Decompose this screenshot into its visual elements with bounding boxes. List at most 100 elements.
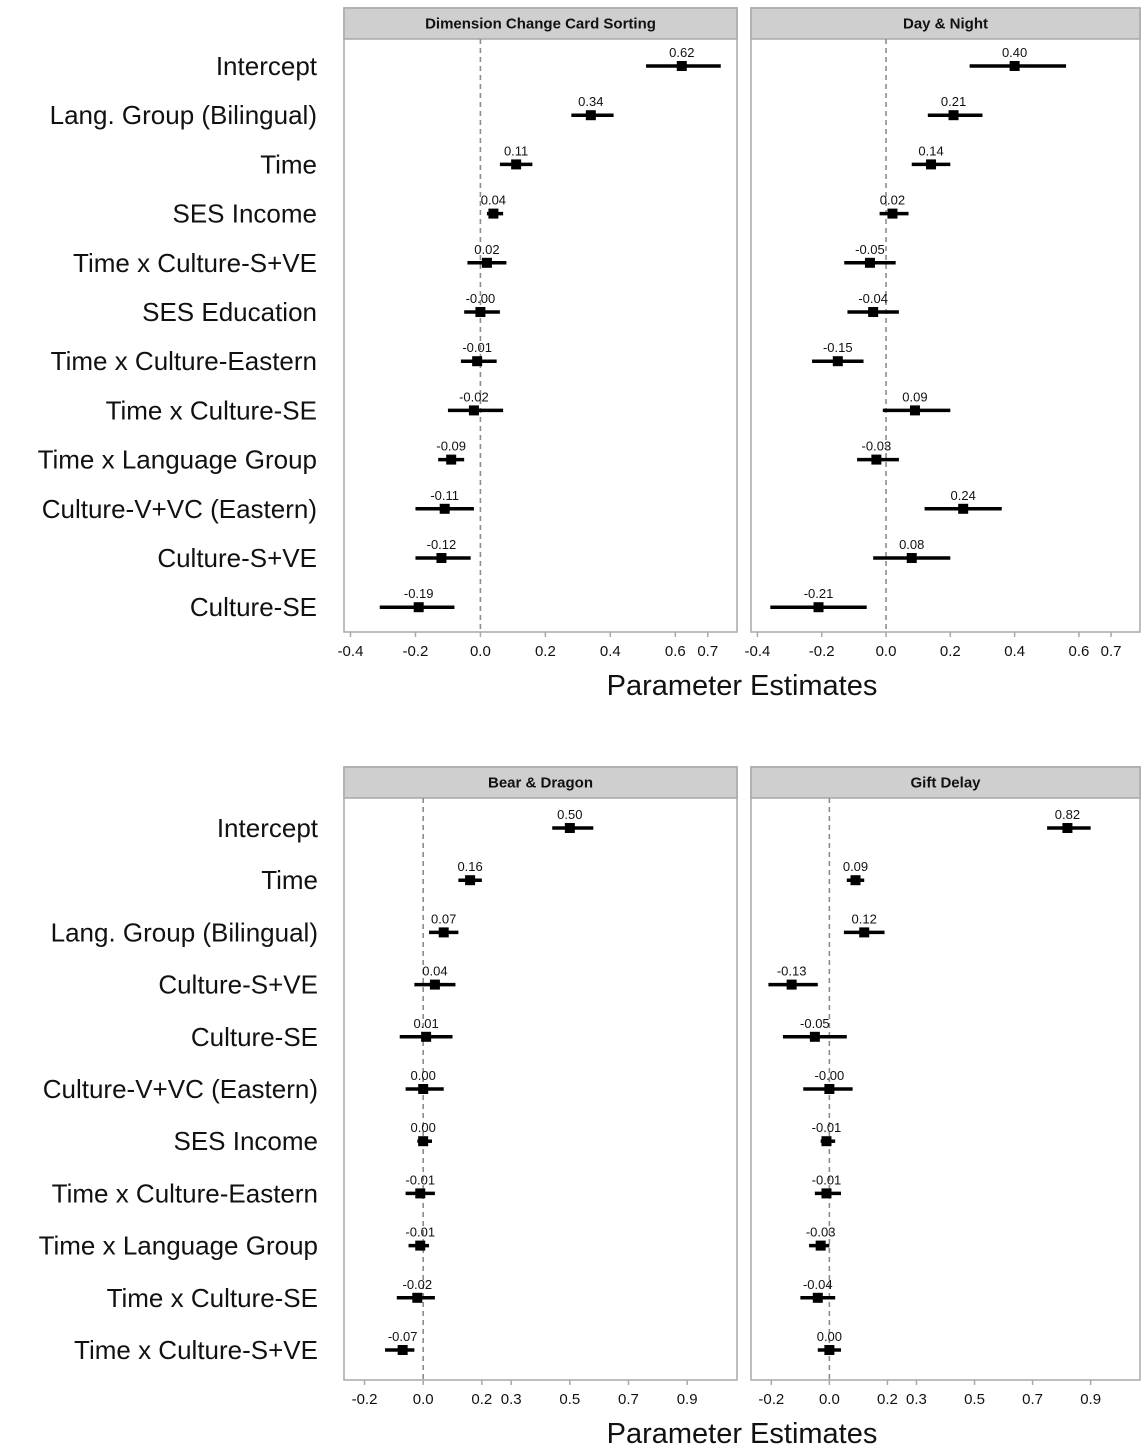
point-estimate	[871, 454, 882, 465]
x-tick-label: 0.7	[1022, 1391, 1043, 1408]
x-tick-label: 0.7	[697, 643, 718, 660]
x-tick-label: 0.2	[535, 643, 556, 660]
point-estimate	[465, 875, 476, 886]
estimate-label: 0.09	[843, 859, 868, 874]
point-estimate	[415, 1188, 426, 1199]
estimate-label: 0.09	[902, 389, 927, 404]
panel-strip	[750, 766, 1141, 799]
x-tick-label: 0.6	[1068, 643, 1089, 660]
term-label: Time x Language Group	[39, 1231, 318, 1261]
term-label: Intercept	[217, 813, 319, 843]
point-estimate	[786, 979, 797, 990]
panel-title: Gift Delay	[910, 775, 981, 792]
point-estimate	[475, 307, 486, 317]
point-estimate	[926, 159, 937, 170]
point-estimate	[906, 553, 917, 563]
estimate-label: 0.04	[422, 964, 447, 979]
panel-frame	[343, 766, 738, 1381]
point-estimate	[824, 1345, 835, 1355]
point-estimate	[472, 356, 483, 367]
term-label: Time x Culture-Eastern	[51, 346, 317, 376]
panel-frame	[343, 7, 738, 633]
estimate-label: 0.01	[413, 1016, 438, 1031]
point-estimate	[439, 503, 450, 514]
estimate-label: -0.02	[403, 1277, 433, 1292]
term-label: Time x Culture-S+VE	[73, 248, 317, 278]
x-tick-label: 0.3	[501, 1391, 522, 1408]
x-axis-title: Parameter Estimates	[607, 1418, 878, 1450]
term-label: SES Income	[173, 1126, 318, 1156]
x-tick-label: 0.9	[1080, 1391, 1101, 1408]
x-tick-label: 0.5	[964, 1391, 985, 1408]
term-label: SES Income	[172, 199, 317, 229]
term-label: Intercept	[216, 51, 318, 81]
estimate-label: -0.19	[404, 586, 434, 601]
point-estimate	[887, 208, 898, 219]
term-label: Culture-S+VE	[158, 970, 318, 1000]
point-estimate	[815, 1240, 826, 1251]
estimate-label: -0.15	[823, 340, 853, 355]
estimate-label: -0.01	[812, 1120, 842, 1135]
term-label: Lang. Group (Bilingual)	[50, 100, 317, 130]
term-label: Time x Culture-S+VE	[74, 1335, 318, 1365]
x-axis-title: Parameter Estimates	[607, 670, 878, 702]
estimate-label: 0.11	[504, 143, 528, 158]
estimate-label: -0.21	[804, 586, 834, 601]
estimate-label: -0.12	[427, 537, 457, 552]
term-label: Time x Culture-SE	[106, 395, 317, 425]
point-estimate	[909, 405, 920, 416]
point-estimate	[418, 1136, 429, 1147]
panel-frame	[750, 766, 1141, 1381]
point-estimate	[868, 307, 879, 317]
x-tick-label: 0.0	[470, 643, 491, 660]
estimate-label: -0.04	[858, 291, 888, 306]
estimate-label: 0.12	[852, 911, 877, 926]
x-tick-label: 0.7	[618, 1391, 639, 1408]
point-estimate	[511, 159, 522, 170]
estimate-label: -0.02	[459, 389, 489, 404]
estimate-label: 0.04	[481, 193, 506, 208]
estimate-label: -0.04	[803, 1277, 833, 1292]
estimate-label: -0.01	[405, 1172, 435, 1187]
estimate-label: -0.01	[462, 340, 492, 355]
estimate-label: -0.07	[388, 1329, 418, 1344]
x-tick-label: -0.4	[338, 643, 364, 660]
point-estimate	[397, 1345, 408, 1355]
estimate-label: -0.05	[800, 1016, 830, 1031]
point-estimate	[832, 356, 843, 367]
term-label: Culture-V+VC (Eastern)	[42, 494, 317, 524]
point-estimate	[564, 823, 575, 833]
panel-frame	[750, 7, 1141, 633]
estimate-label: -0.01	[812, 1172, 842, 1187]
point-estimate	[481, 257, 492, 268]
point-estimate	[438, 927, 449, 938]
x-tick-label: 0.4	[1004, 643, 1025, 660]
x-tick-label: 0.2	[471, 1391, 492, 1408]
estimate-label: -0.09	[436, 439, 466, 454]
x-tick-label: 0.0	[876, 643, 897, 660]
estimate-label: -0.05	[855, 242, 885, 257]
point-estimate	[468, 405, 479, 416]
point-estimate	[488, 208, 499, 219]
estimate-label: -0.03	[806, 1225, 836, 1240]
x-tick-label: 0.4	[600, 643, 621, 660]
term-label: Time	[260, 149, 317, 179]
term-label: Culture-V+VC (Eastern)	[43, 1074, 318, 1104]
estimate-label: 0.00	[411, 1120, 436, 1135]
point-estimate	[850, 875, 861, 886]
estimate-label: -0.00	[815, 1068, 845, 1083]
estimate-label: 0.00	[411, 1068, 436, 1083]
x-tick-label: -0.2	[809, 643, 835, 660]
estimate-label: 0.08	[899, 537, 924, 552]
estimate-label: 0.50	[557, 807, 582, 822]
x-tick-label: 0.2	[940, 643, 961, 660]
point-estimate	[436, 553, 447, 563]
term-label: Culture-SE	[191, 1022, 318, 1052]
point-estimate	[446, 454, 457, 465]
estimate-label: -0.11	[430, 488, 459, 503]
x-tick-label: 0.6	[665, 643, 686, 660]
point-estimate	[429, 979, 440, 990]
point-estimate	[824, 1084, 835, 1094]
x-tick-label: 0.3	[906, 1391, 927, 1408]
estimate-label: -0.00	[466, 291, 496, 306]
